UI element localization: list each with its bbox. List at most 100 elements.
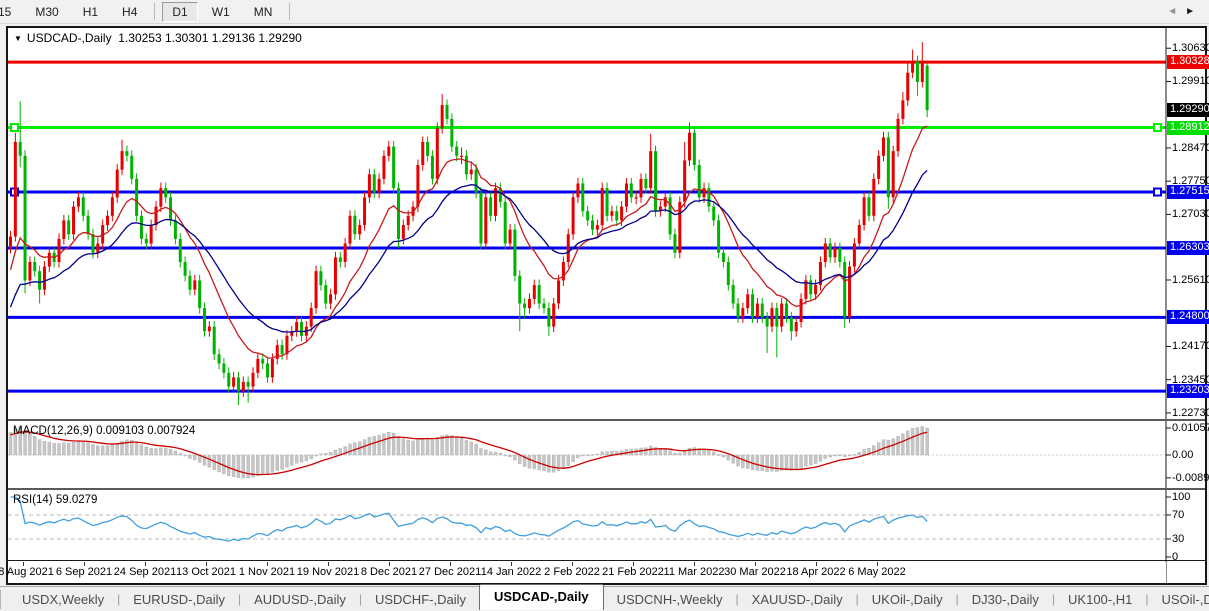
date-tick [450, 562, 451, 566]
date-tick [572, 562, 573, 566]
rsi-value: 59.0279 [55, 494, 98, 506]
timeframe-toolbar: 15 M30 H1 H4 D1 W1 MN [0, 0, 1209, 24]
tab-bar-left-edge [0, 589, 1, 609]
rsi-tick-label: 0 [1172, 551, 1179, 563]
price-badge-1.30328: 1.30328 [1167, 55, 1209, 70]
pane-splitter-main-macd[interactable] [8, 419, 1205, 421]
date-tick [328, 562, 329, 566]
macd-name: MACD(12,26,9) [13, 425, 93, 437]
date-tick [816, 562, 817, 566]
collapse-icon[interactable]: ▼ [14, 34, 22, 43]
timeframe-button-H1[interactable]: H1 [82, 4, 99, 19]
rsi-tick-label: 70 [1172, 509, 1185, 521]
price-badge-1.27515: 1.27515 [1167, 185, 1209, 200]
date-label: 27 Dec 2021 [418, 566, 482, 578]
date-tick [84, 562, 85, 566]
symbol-tab-uk100-h1[interactable]: UK100-,H1 [1068, 591, 1133, 607]
tab-separator: | [855, 592, 859, 606]
rsi-pane-bottom-border [8, 560, 1205, 561]
timeframe-button-15[interactable]: 15 [0, 4, 12, 19]
date-label: 19 Nov 2021 [296, 566, 360, 578]
tab-separator: | [735, 592, 739, 606]
symbol-tab-xauusd-daily[interactable]: XAUUSD-,Daily [751, 591, 843, 607]
date-tick [145, 562, 146, 566]
symbol-tab-ukoil-daily[interactable]: UKOil-,Daily [871, 591, 943, 607]
symbol-tab-usdcad-daily[interactable]: USDCAD-,Daily [478, 584, 604, 610]
date-label: 14 Jan 2022 [480, 566, 542, 578]
tab-separator: | [1145, 592, 1149, 606]
symbol-tab-eurusd-daily[interactable]: EURUSD-,Daily [133, 591, 225, 607]
tab-separator: | [955, 592, 959, 606]
tab-separator: | [117, 592, 121, 606]
symbol-tab-bar: USDX,Weekly | EURUSD-,Daily | AUDUSD-,Daily |… [0, 584, 1209, 611]
chart-window[interactable] [6, 26, 1207, 585]
tab-scroll-right-icon[interactable]: ► [1185, 6, 1203, 17]
date-tick [877, 562, 878, 566]
date-label: 30 Mar 2022 [724, 566, 786, 578]
price-tick-label: 1.23450 [1172, 373, 1209, 386]
price-tick-label: 1.22730 [1172, 406, 1209, 419]
price-badge-1.26303: 1.26303 [1167, 240, 1209, 255]
pane-splitter-macd-rsi[interactable] [8, 488, 1205, 490]
symbol-tab-audusd-daily[interactable]: AUDUSD-,Daily [254, 591, 346, 607]
date-tick [206, 562, 207, 566]
date-label: 18 Apr 2022 [786, 566, 846, 578]
date-tick [389, 562, 390, 566]
date-tick [511, 562, 512, 566]
date-tick [755, 562, 756, 566]
macd-tick-label: 0.010578 [1172, 422, 1209, 435]
macd-values: 0.009103 0.007924 [96, 425, 196, 437]
symbol-tab-usdx-weekly[interactable]: USDX,Weekly [22, 591, 105, 607]
chart-title: ▼ USDCAD-,Daily 1.30253 1.30301 1.29136 1… [14, 31, 302, 45]
date-label: 11 Mar 2022 [663, 566, 725, 578]
date-tick [267, 562, 268, 566]
timeframe-button-H4[interactable]: H4 [122, 4, 138, 19]
rsi-name: RSI(14) [13, 494, 53, 506]
date-label: 6 May 2022 [848, 566, 906, 578]
symbol-tab-dj30-daily[interactable]: DJ30-,Daily [971, 591, 1039, 607]
chart-symbol-label: USDCAD-,Daily [26, 31, 112, 45]
timeframe-button-W1[interactable]: W1 [211, 4, 230, 19]
tab-separator: | [358, 592, 362, 606]
macd-tick-label: -0.00896 [1172, 471, 1209, 484]
date-label: 21 Feb 2022 [602, 566, 664, 578]
price-tick-label: 1.27750 [1172, 175, 1209, 188]
tab-scroll-buttons: ◄► [1167, 6, 1203, 17]
date-label: 2 Feb 2022 [544, 566, 600, 578]
price-tick-label: 1.28470 [1172, 141, 1209, 154]
symbol-tab-usoil-daily[interactable]: USOil-,Daily [1161, 591, 1209, 607]
date-label: 18 Aug 2021 [0, 566, 54, 578]
price-badge-1.23203: 1.23203 [1167, 384, 1209, 399]
timeframe-button-MN[interactable]: MN [253, 4, 273, 19]
price-tick-label: 1.30630 [1172, 42, 1209, 55]
price-tick-label: 1.27030 [1172, 208, 1209, 221]
symbol-tab-usdcnh-weekly[interactable]: USDCNH-,Weekly [616, 591, 723, 607]
price-badge-1.24800: 1.24800 [1167, 310, 1209, 325]
tab-separator: | [1051, 592, 1056, 606]
date-label: 6 Sep 2021 [55, 566, 113, 578]
macd-indicator-label: MACD(12,26,9) 0.009103 0.007924 [13, 425, 195, 437]
timeframe-button-M30[interactable]: M30 [35, 4, 59, 19]
date-label: 24 Sep 2021 [113, 566, 177, 578]
price-badge-1.29290: 1.29290 [1167, 103, 1209, 118]
toolbar-separator [154, 3, 156, 20]
timeframe-button-D1[interactable]: D1 [162, 1, 198, 22]
date-label: 1 Nov 2021 [238, 566, 296, 578]
price-tick-label: 1.24170 [1172, 340, 1209, 353]
rsi-tick-label: 30 [1172, 533, 1185, 545]
rsi-indicator-label: RSI(14) 59.0279 [13, 494, 97, 506]
rsi-tick-label: 100 [1172, 491, 1191, 503]
tab-scroll-left-icon[interactable]: ◄ [1167, 6, 1186, 17]
price-badge-1.28912: 1.28912 [1167, 120, 1209, 135]
price-tick-label: 1.25610 [1172, 273, 1209, 286]
chart-quote-ohlc: 1.30253 1.30301 1.29136 1.29290 [118, 31, 302, 45]
macd-tick-label: 0.00 [1172, 449, 1194, 461]
toolbar-separator [289, 3, 291, 20]
date-label: 13 Oct 2021 [176, 566, 236, 578]
tab-separator: | [237, 592, 242, 606]
date-tick [633, 562, 634, 566]
date-tick [694, 562, 695, 566]
symbol-tab-usdchf-daily[interactable]: USDCHF-,Daily [374, 591, 466, 607]
